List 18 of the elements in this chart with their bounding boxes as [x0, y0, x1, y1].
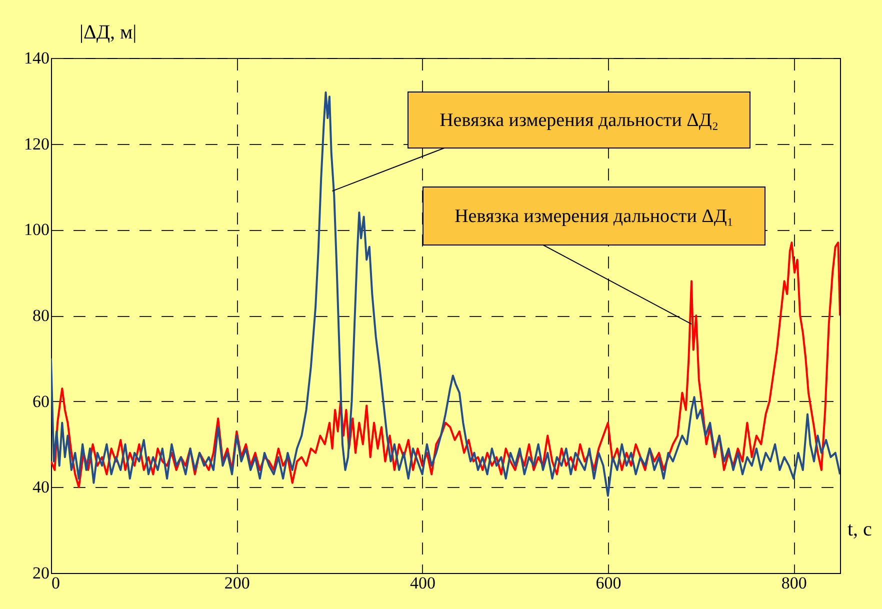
- y-axis-title: |ΔД, м|: [80, 22, 137, 44]
- x-tick-label: 400: [410, 574, 436, 592]
- y-tick-label: 20: [32, 564, 50, 582]
- x-axis-title: t, с: [848, 518, 872, 540]
- x-tick-label: 0: [52, 574, 60, 592]
- annotation: Невязка измерения дальности ΔД₁: [454, 206, 734, 227]
- line-series: [51, 242, 840, 488]
- x-tick-label: 200: [224, 574, 250, 592]
- y-tick-label: 40: [32, 478, 50, 497]
- x-tick-label: 800: [781, 574, 807, 592]
- y-tick-label: 100: [24, 220, 50, 240]
- annotation: Невязка измерения дальности ΔД₂: [440, 110, 718, 131]
- y-tick-label: 140: [24, 48, 50, 68]
- line-series: [51, 91, 840, 497]
- y-tick-label: 120: [24, 134, 50, 154]
- y-tick-label: 60: [32, 392, 50, 411]
- x-tick-label: 600: [596, 574, 622, 592]
- y-tick-label: 80: [32, 306, 50, 325]
